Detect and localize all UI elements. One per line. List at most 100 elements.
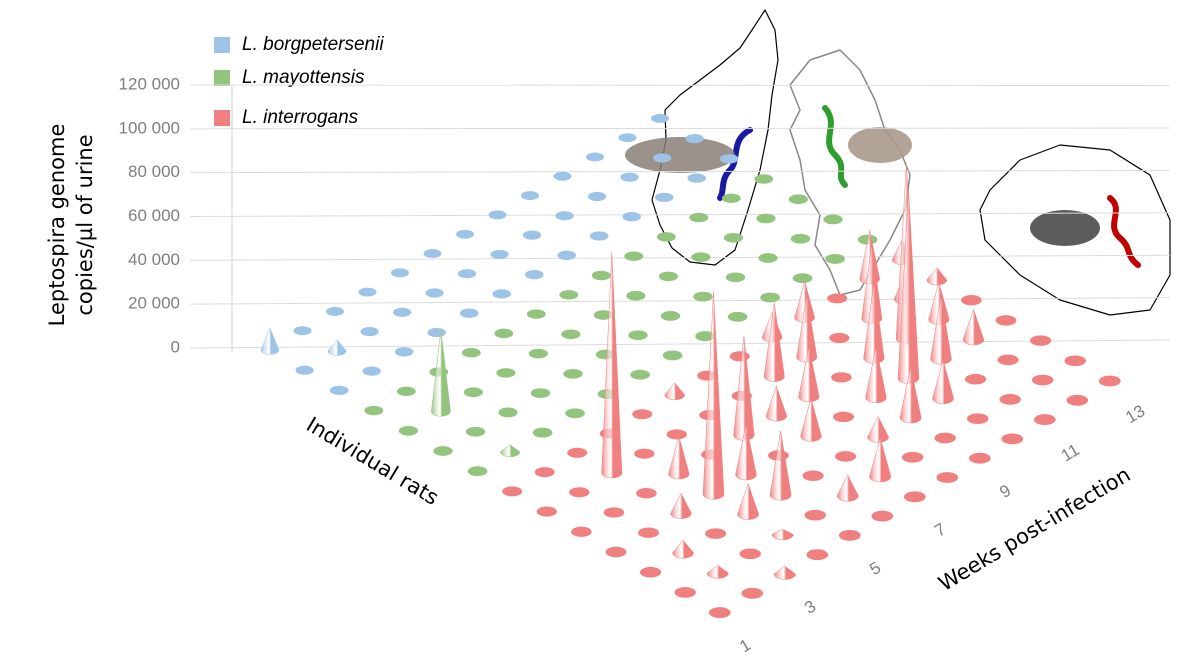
base-dot <box>553 171 572 181</box>
base-dot <box>788 194 808 204</box>
bat <box>625 137 735 173</box>
base-dot <box>567 447 588 458</box>
base-dot <box>654 192 674 203</box>
base-dot <box>760 292 780 303</box>
base-dot <box>804 509 826 521</box>
base-dot <box>456 229 474 239</box>
base-dot <box>559 290 579 300</box>
base-dot <box>829 332 850 343</box>
y-tick-label: 20 000 <box>128 294 180 313</box>
base-dot <box>329 385 349 396</box>
base-dot <box>1033 414 1056 426</box>
grid-line <box>189 169 1171 174</box>
cone <box>431 330 451 417</box>
cone <box>668 435 690 480</box>
y-tick-label: 60 000 <box>128 206 180 225</box>
base-dot <box>754 174 774 184</box>
grid-line <box>189 339 1171 349</box>
base-dot <box>658 271 678 282</box>
cone <box>733 335 755 441</box>
base-dot <box>1031 374 1054 386</box>
cone <box>664 382 685 401</box>
x-tick-label: 7 <box>931 519 949 540</box>
base-dot <box>571 526 592 537</box>
base-dot <box>593 310 613 320</box>
base-dot <box>727 311 748 322</box>
cone <box>836 474 859 502</box>
worm-blue <box>717 127 753 201</box>
base-dot <box>530 388 551 398</box>
cone <box>672 539 694 559</box>
base-dot <box>632 409 653 420</box>
base-dot <box>433 446 453 456</box>
base-dot <box>427 327 446 338</box>
base-dot <box>628 330 648 341</box>
base-dot <box>528 348 548 359</box>
cone <box>706 565 729 579</box>
base-dot <box>685 134 704 144</box>
base-dot <box>618 133 637 143</box>
base-dot <box>293 326 312 336</box>
base-dot <box>806 549 829 561</box>
base-dot <box>463 387 483 397</box>
base-dot <box>392 307 412 317</box>
y-tick-label: 120 000 <box>119 74 180 93</box>
base-dot <box>459 308 479 318</box>
base-dot <box>1001 433 1024 445</box>
base-dot <box>966 413 989 425</box>
reunion-map <box>979 144 1171 316</box>
cone <box>899 366 922 424</box>
tenrec <box>848 127 912 163</box>
base-dot <box>589 231 609 241</box>
base-dot <box>563 368 583 379</box>
base-dot <box>295 365 314 375</box>
base-dot <box>457 269 477 279</box>
legend-label: L. interrogans <box>242 107 359 128</box>
base-dot <box>586 152 604 162</box>
grid-line <box>189 254 1171 261</box>
base-dot <box>569 487 590 498</box>
cone <box>771 529 794 541</box>
base-dot <box>934 432 956 444</box>
base-dot <box>536 506 557 517</box>
base-dot <box>358 287 377 297</box>
base-dot <box>524 269 544 280</box>
base-dot <box>603 507 625 518</box>
base-dot <box>802 470 824 481</box>
base-dot <box>465 426 486 437</box>
back-wall <box>189 84 1171 352</box>
base-dot <box>640 566 662 578</box>
cone <box>765 385 787 422</box>
legend-swatch <box>214 110 230 126</box>
base-dot <box>901 451 924 463</box>
base-dot <box>999 394 1021 405</box>
base-dot <box>1066 394 1089 406</box>
base-dot <box>835 451 857 462</box>
y-tick-label: 40 000 <box>128 250 180 269</box>
grid-line <box>189 212 1171 217</box>
base-dot <box>674 587 696 598</box>
base-dot <box>965 373 987 385</box>
cone <box>737 482 759 520</box>
y-tick-label: 80 000 <box>128 162 180 181</box>
base-dot <box>630 369 650 380</box>
base-dot <box>666 429 687 440</box>
legend: L. borgpetersenii L. mayottensis L. interr… <box>214 34 384 128</box>
base-dot <box>425 288 444 298</box>
base-dot <box>534 467 555 478</box>
worm-green <box>822 105 848 188</box>
base-dot <box>624 251 644 261</box>
x-tick-label: 11 <box>1058 440 1083 465</box>
base-dot <box>467 466 488 477</box>
x-tick-label: 5 <box>866 558 884 579</box>
base-dot <box>502 486 523 497</box>
base-dot <box>687 173 706 183</box>
base-dot <box>662 350 683 361</box>
rat <box>1030 210 1100 246</box>
cone <box>867 416 889 443</box>
x-tick-label: 9 <box>996 481 1014 502</box>
base-dot <box>620 172 639 182</box>
base-dot <box>660 311 681 321</box>
cone <box>962 308 985 346</box>
